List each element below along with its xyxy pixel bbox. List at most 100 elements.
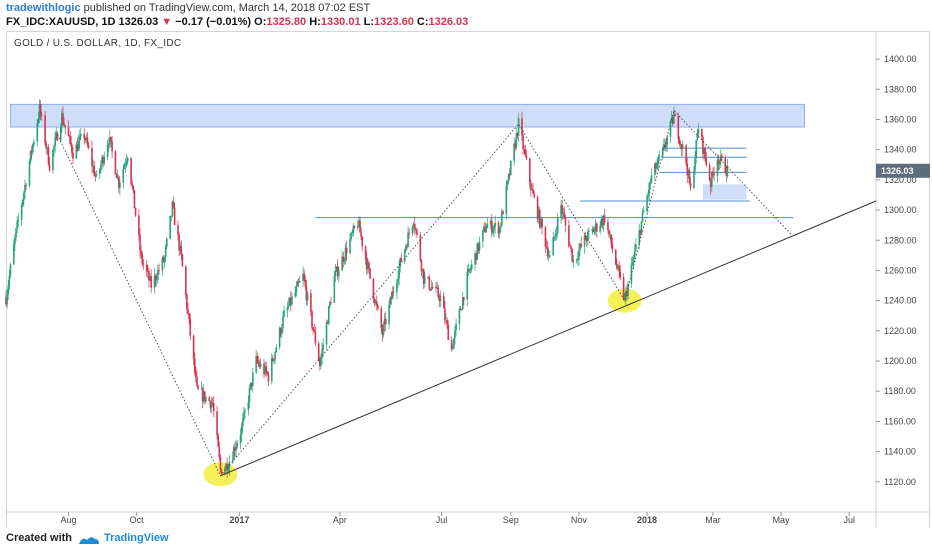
candle-body [375, 301, 378, 306]
candle-body [155, 279, 158, 281]
candle-body [388, 304, 390, 325]
candle-body [703, 148, 705, 154]
candle-body [265, 366, 268, 373]
candle-body [554, 233, 557, 237]
candle-body [572, 260, 575, 262]
candle-body [211, 402, 214, 404]
tradingview-brand[interactable]: TradingView [104, 532, 169, 544]
price-tick-label: 1360.00 [884, 114, 917, 124]
candle-body [219, 457, 222, 470]
candle-body [17, 219, 20, 222]
candle-body [553, 236, 556, 238]
time-tick-label: Jul [436, 515, 448, 525]
candle-body [150, 276, 152, 288]
candle-body [569, 245, 571, 247]
candle-body [421, 269, 424, 272]
candle-body [646, 196, 648, 212]
candle-body [271, 358, 273, 382]
dotted-projection-path [56, 109, 792, 477]
time-tick-label: 2017 [229, 515, 249, 525]
quote-line: FX_IDC:XAUUSD, 1D 1326.03 ▼ −0.17 (−0.01… [6, 16, 468, 30]
candle-body [639, 229, 642, 235]
candle-body [689, 183, 692, 188]
candle-body [571, 249, 574, 262]
close-value: 1326.03 [428, 16, 469, 28]
candle-body [420, 260, 423, 272]
candle-body [209, 400, 212, 408]
price-tick-label: 1380.00 [884, 84, 917, 94]
candle-body [298, 280, 301, 283]
candle-body [39, 103, 42, 115]
candle-body [303, 273, 305, 280]
candle-body [390, 297, 393, 300]
candle-body [405, 246, 407, 250]
candle-body [467, 268, 470, 272]
price-tick-label: 1240.00 [884, 296, 917, 306]
candle-body [657, 157, 660, 165]
candle-body [563, 212, 566, 219]
candle-body [422, 269, 425, 284]
candle-body [685, 145, 687, 164]
candle-body [674, 113, 676, 116]
candle-body [126, 157, 129, 162]
candle-body [562, 212, 565, 214]
candle-body [181, 254, 184, 267]
candle-body [398, 266, 400, 279]
candle-body [681, 145, 684, 149]
candle-body [718, 161, 721, 165]
price-tick-label: 1400.00 [884, 54, 917, 64]
candle-body [469, 269, 472, 271]
candle-body [537, 210, 540, 220]
candle-body [505, 185, 508, 215]
candle-body [531, 189, 533, 191]
candle-body [578, 250, 580, 259]
candle-body [616, 264, 618, 269]
candle-body [444, 308, 446, 321]
candle-body [458, 308, 461, 324]
candle-body [56, 132, 59, 141]
candle-body [599, 225, 601, 232]
candle-body [642, 211, 645, 213]
last-price-text: 1326.03 [118, 16, 159, 28]
candle-body [391, 291, 394, 300]
candle-body [416, 230, 418, 236]
author-link[interactable]: tradewithlogic [6, 2, 81, 14]
candle-body [225, 463, 227, 469]
high-label: H: [309, 16, 321, 28]
candle-body [705, 158, 708, 166]
candle-body [640, 221, 643, 235]
candle-body [540, 218, 542, 228]
down-arrow-icon: ▼ [161, 16, 173, 28]
candle-body [647, 193, 649, 197]
candle-body [361, 236, 364, 247]
candle-body [170, 215, 173, 217]
candle-body [454, 330, 456, 339]
candle-body [330, 302, 332, 304]
candle-body [424, 276, 426, 284]
candle-body [139, 234, 141, 251]
candle-body [119, 182, 121, 188]
price-tick-label: 1340.00 [884, 145, 917, 155]
candle-body [180, 245, 183, 255]
candle-body [461, 297, 464, 310]
candle-body [625, 291, 627, 298]
candle-body [305, 286, 308, 301]
candle-body [678, 139, 681, 144]
candle-body [123, 165, 126, 169]
candle-body [564, 218, 567, 226]
candle-body [338, 270, 340, 277]
candle-body [275, 347, 278, 352]
candle-body [635, 244, 637, 251]
candle-body [16, 221, 18, 229]
candle-body [24, 184, 26, 193]
candle-body [580, 243, 582, 247]
candle-body [40, 114, 43, 116]
change-text: −0.17 (−0.01%) [175, 16, 252, 28]
candle-body [288, 297, 291, 306]
candle-body [162, 257, 165, 262]
candle-body [255, 356, 257, 373]
candle-body [115, 174, 118, 179]
candle-body [437, 287, 440, 297]
candle-body [21, 199, 24, 206]
